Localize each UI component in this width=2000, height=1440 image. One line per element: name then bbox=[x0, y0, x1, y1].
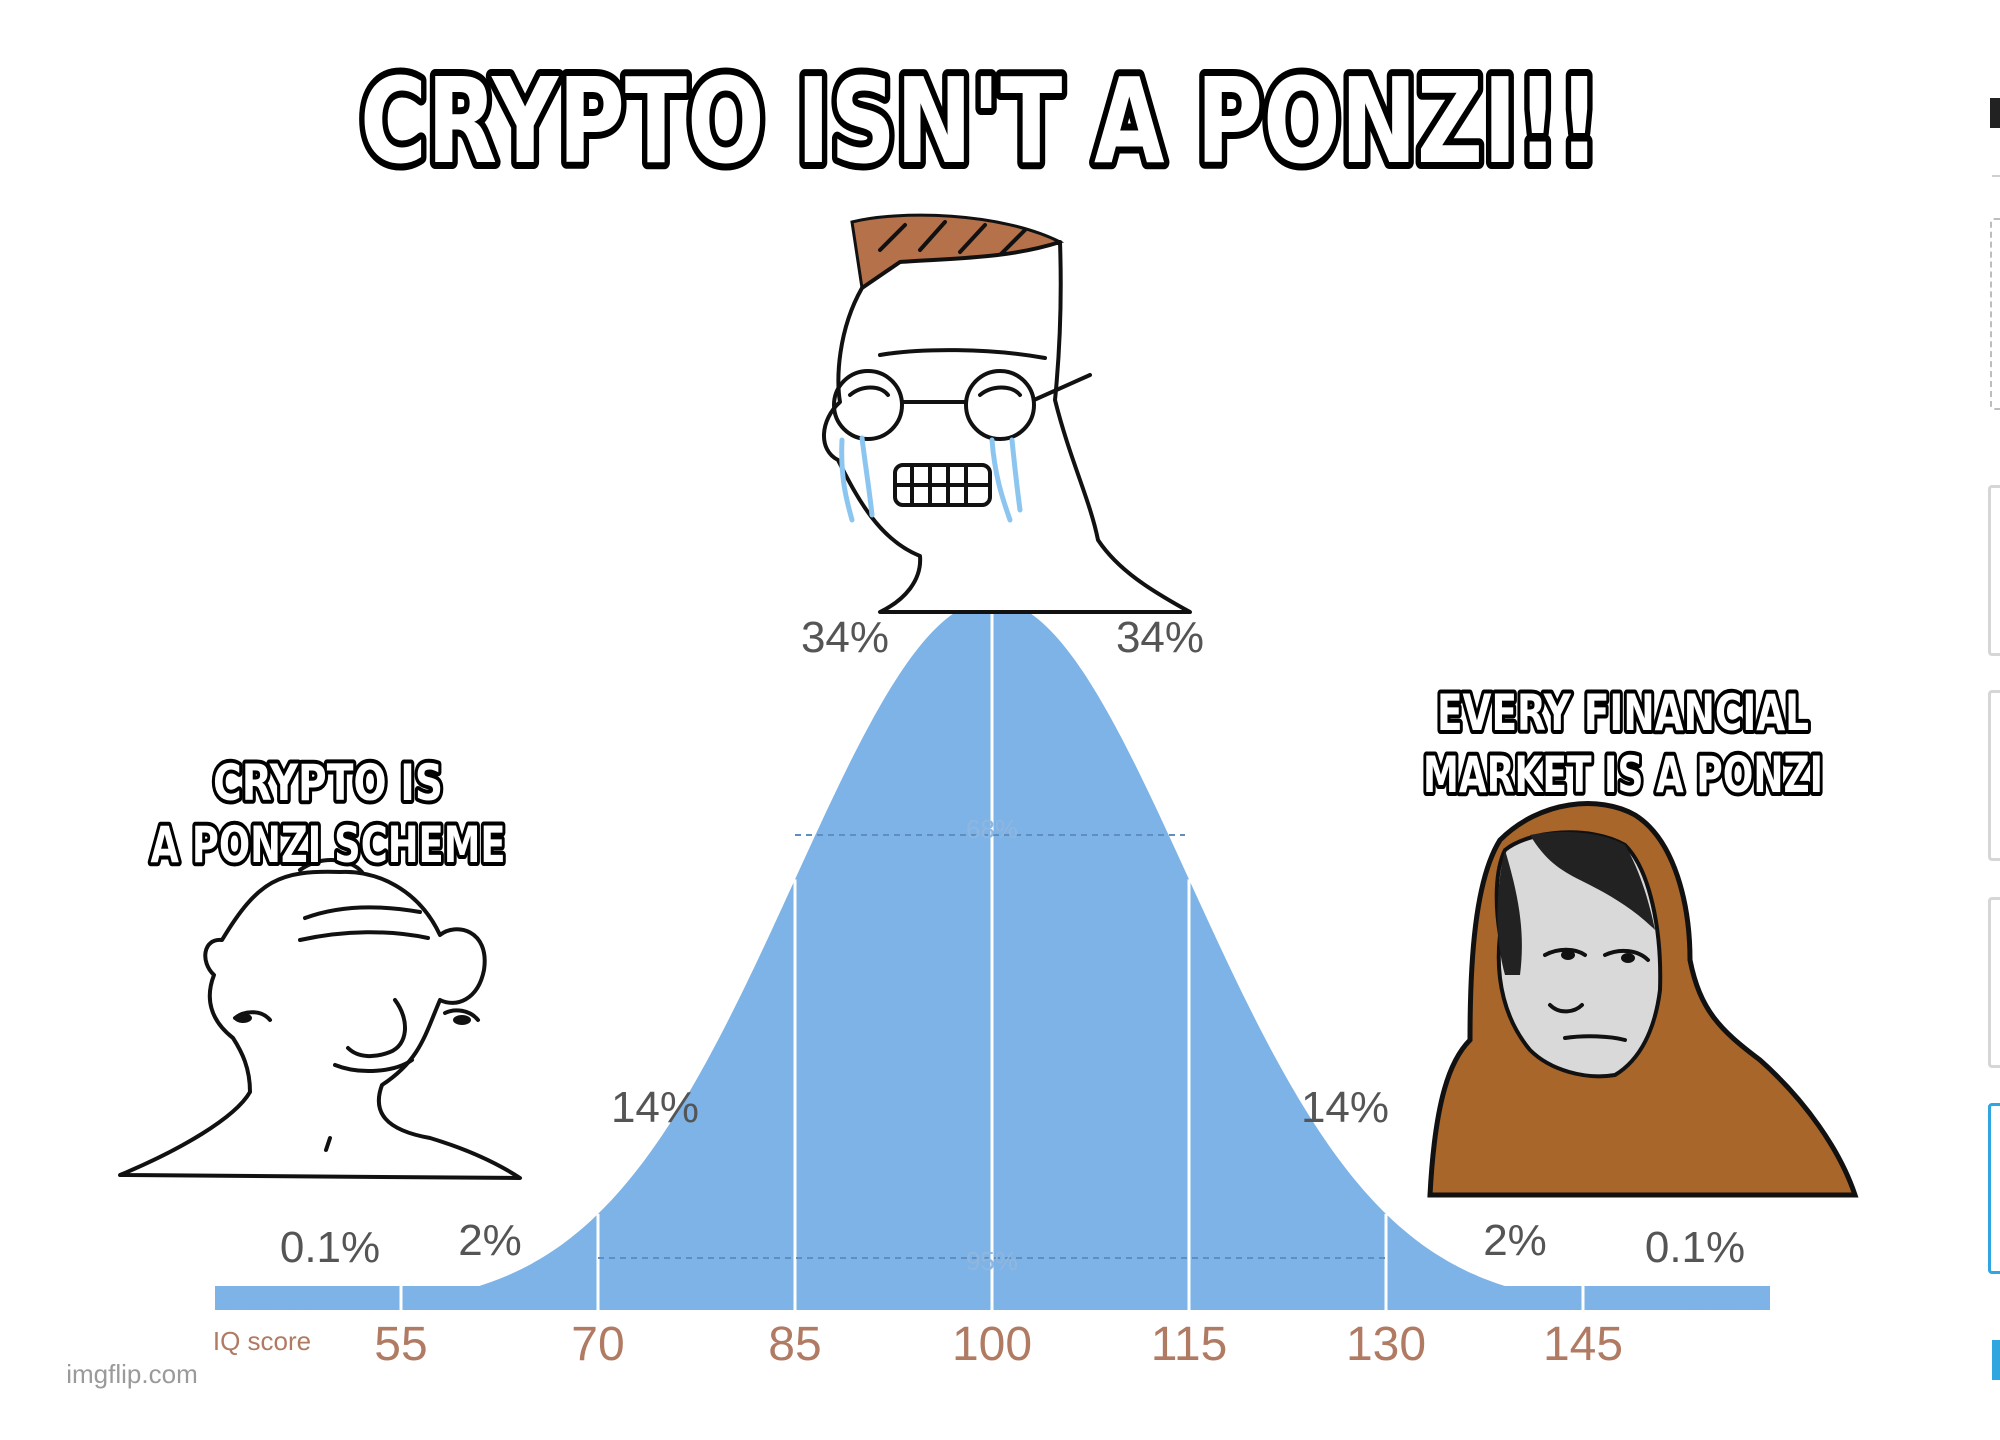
x-tick-label-55: 55 bbox=[374, 1318, 427, 1371]
side-panel-input-2[interactable] bbox=[1988, 690, 2000, 861]
band-label-6: 2% bbox=[1483, 1216, 1547, 1265]
right-caption-line1: EVERY FINANCIAL bbox=[1437, 684, 1809, 742]
side-panel-divider bbox=[1992, 175, 2000, 177]
x-tick-label-100: 100 bbox=[952, 1318, 1032, 1371]
right-caption-line2: MARKET IS A PONZI bbox=[1423, 746, 1823, 804]
band-label-0: 0.1% bbox=[280, 1223, 380, 1272]
inner-label-68: 68% bbox=[966, 814, 1018, 844]
band-label-3: 34% bbox=[801, 613, 889, 662]
side-panel-marker-top bbox=[1990, 98, 2000, 128]
left-caption-line2: A PONZI SCHEME bbox=[151, 816, 506, 874]
bell-curve-chart: 68% 95% 0.1% 2% 14% 34% 34% 14% 2% 0.1% … bbox=[213, 600, 1770, 1371]
x-tick-label-130: 130 bbox=[1346, 1318, 1426, 1371]
x-tick-label-145: 145 bbox=[1543, 1318, 1623, 1371]
x-tick-label-70: 70 bbox=[571, 1318, 624, 1371]
imgflip-watermark: imgflip.com bbox=[66, 1359, 197, 1389]
left-wojak-character bbox=[118, 858, 522, 1180]
side-panel-input-focused[interactable] bbox=[1988, 1103, 2000, 1274]
band-label-1: 2% bbox=[458, 1216, 522, 1265]
side-panel-input-3[interactable] bbox=[1988, 897, 2000, 1068]
x-axis-label: IQ score bbox=[213, 1326, 311, 1356]
left-caption-line1: CRYPTO IS bbox=[213, 754, 443, 812]
middle-crying-wojak bbox=[822, 213, 1192, 614]
right-hooded-wojak bbox=[1427, 801, 1859, 1198]
band-label-5: 14% bbox=[1301, 1083, 1389, 1132]
band-label-2: 14% bbox=[611, 1083, 699, 1132]
top-caption: CRYPTO ISN'T A PONZI!! bbox=[360, 52, 1600, 190]
inner-label-95: 95% bbox=[966, 1246, 1018, 1276]
x-tick-label-115: 115 bbox=[1151, 1318, 1228, 1371]
band-label-7: 0.1% bbox=[1645, 1223, 1745, 1272]
side-panel-input-1[interactable] bbox=[1988, 485, 2000, 656]
x-tick-labels: 55 70 85 100 115 130 145 bbox=[374, 1318, 1623, 1371]
x-tick-label-85: 85 bbox=[768, 1318, 821, 1371]
side-panel-marker-bottom[interactable] bbox=[1992, 1340, 2000, 1380]
side-panel-dashed-box[interactable] bbox=[1990, 218, 2000, 410]
band-label-4: 34% bbox=[1116, 613, 1204, 662]
band-dividers bbox=[399, 600, 1585, 1310]
